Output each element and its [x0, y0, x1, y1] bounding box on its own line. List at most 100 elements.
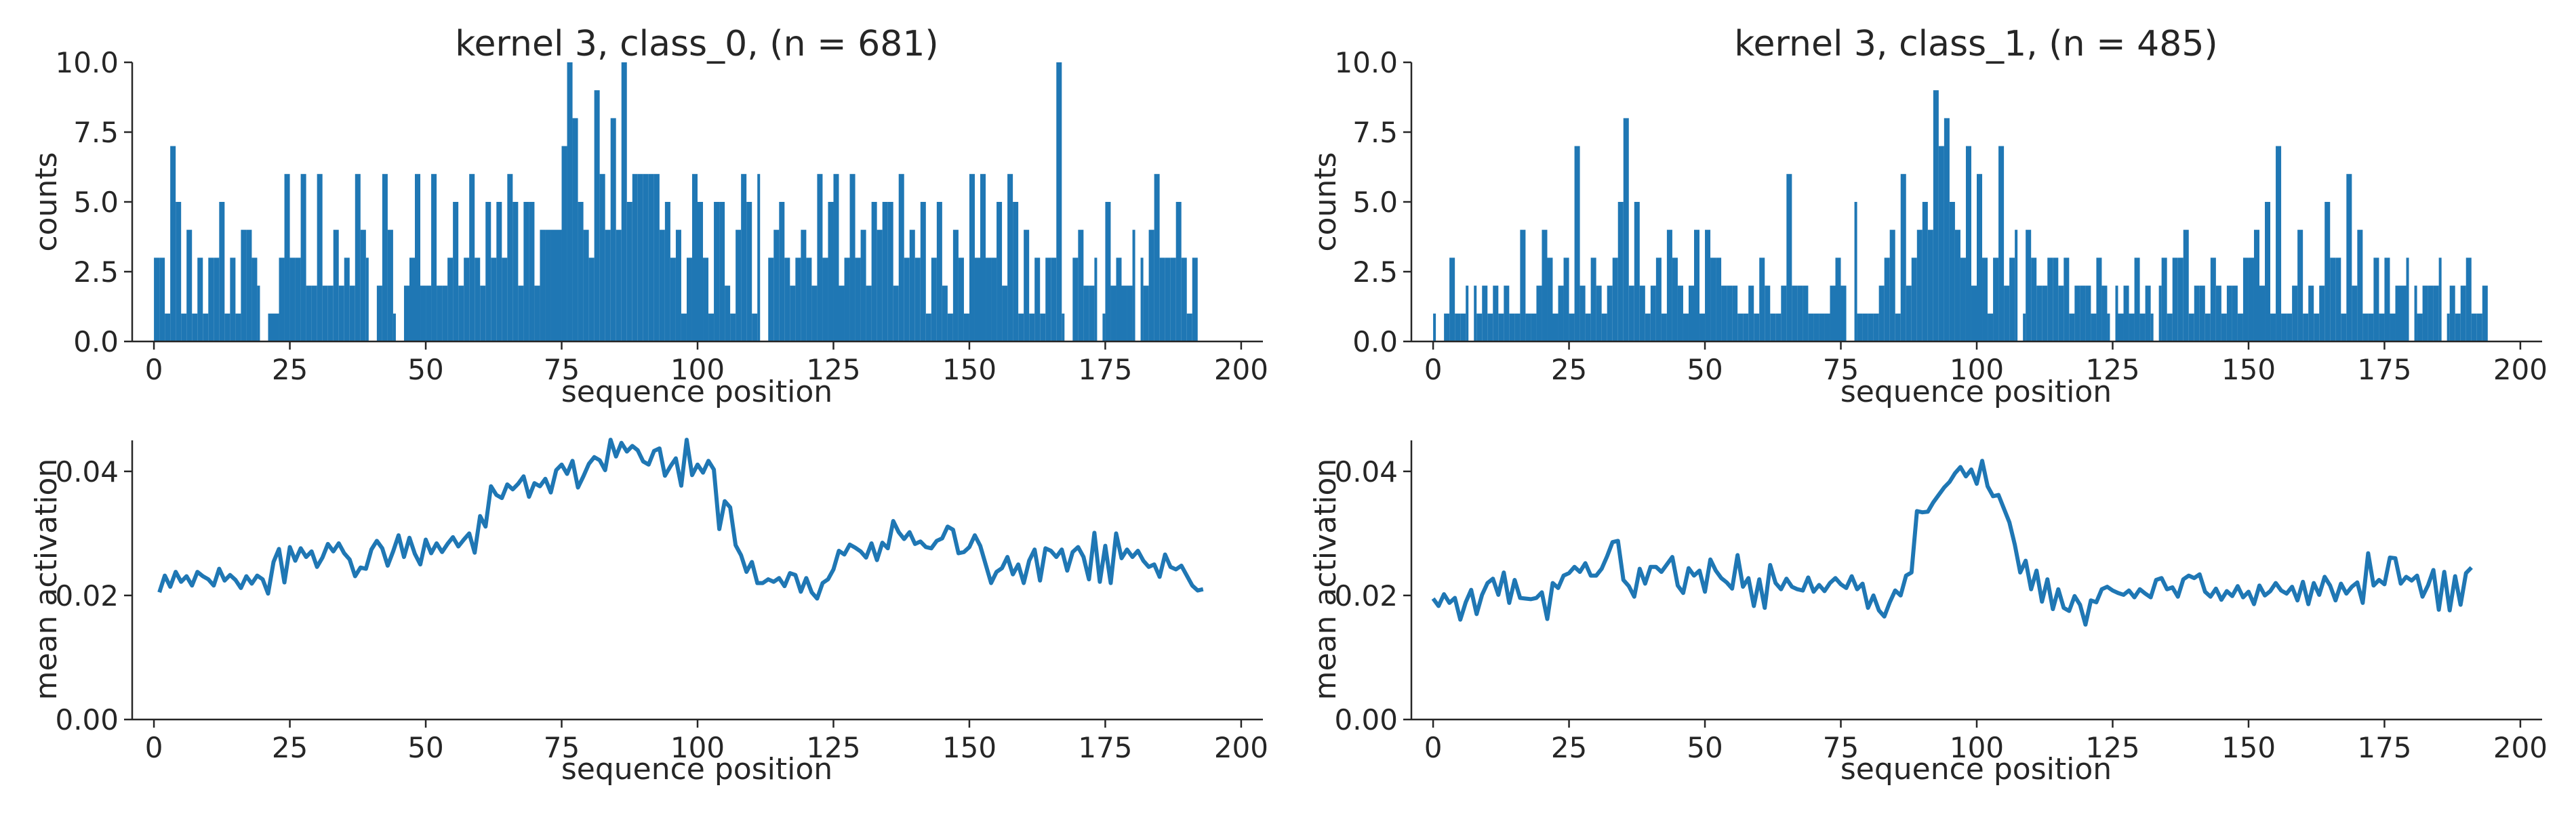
- bar: [730, 313, 736, 341]
- bar: [1094, 257, 1098, 341]
- bar: [1018, 313, 1024, 341]
- bar: [447, 257, 454, 341]
- y-tick-label: 0.04: [55, 455, 119, 488]
- bar: [2357, 230, 2363, 341]
- bar: [1525, 313, 1531, 341]
- bar: [1854, 202, 1857, 341]
- bar: [991, 257, 997, 341]
- bar: [839, 285, 845, 341]
- bar: [1737, 313, 1744, 341]
- bar: [1547, 257, 1553, 341]
- bar: [1013, 202, 1019, 341]
- bar: [1683, 313, 1689, 341]
- bar: [507, 173, 513, 341]
- bar: [1949, 202, 1955, 341]
- bar: [322, 285, 328, 341]
- bar: [1116, 257, 1122, 341]
- bar: [186, 230, 193, 341]
- bar: [1520, 230, 1526, 341]
- y-tick-label: 0.02: [1334, 579, 1398, 612]
- bar: [1175, 202, 1182, 341]
- bar: [779, 202, 785, 341]
- bar: [1062, 313, 1065, 341]
- bar: [1531, 313, 1537, 341]
- bar: [719, 202, 725, 341]
- bar: [540, 230, 546, 341]
- bar: [2314, 313, 2320, 341]
- bar: [295, 257, 301, 341]
- bar: [2042, 285, 2048, 341]
- bar: [1998, 146, 2005, 341]
- histogram-class-0: kernel 3, class_0, (n = 681) sequence po…: [29, 24, 1268, 409]
- bar: [2129, 313, 2135, 341]
- bar: [828, 202, 834, 341]
- bar: [485, 202, 491, 341]
- bar: [637, 173, 643, 341]
- bar: [2368, 313, 2374, 341]
- bar: [877, 230, 883, 341]
- bar: [632, 173, 638, 341]
- bar: [583, 230, 589, 341]
- bar: [2064, 257, 2070, 341]
- bar: [1493, 285, 1499, 341]
- bar: [811, 285, 818, 341]
- bar: [1007, 173, 1013, 341]
- bar: [2134, 257, 2140, 341]
- bar: [2210, 257, 2216, 341]
- bar: [518, 285, 524, 341]
- bar: [708, 313, 715, 341]
- bar: [1971, 285, 1977, 341]
- bar: [2449, 285, 2455, 341]
- y-tick-label: 7.5: [73, 116, 119, 149]
- x-tick-label: 125: [2085, 353, 2139, 386]
- bar: [409, 257, 415, 341]
- x-tick-label: 125: [2085, 731, 2139, 764]
- bar: [1579, 285, 1586, 341]
- x-tick-label: 0: [1424, 731, 1443, 764]
- bar: [1645, 313, 1651, 341]
- bar: [2215, 285, 2221, 341]
- bar: [159, 257, 165, 341]
- y-tick-label: 2.5: [1352, 255, 1398, 289]
- bar: [2400, 285, 2407, 341]
- bar: [192, 313, 198, 341]
- bar: [1083, 285, 1089, 341]
- bar: [958, 257, 964, 341]
- bar: [1612, 257, 1618, 341]
- bar: [2004, 285, 2010, 341]
- series-line: [157, 438, 1204, 601]
- x-axis-label: sequence position: [561, 752, 832, 787]
- bar: [626, 202, 632, 341]
- bar: [653, 173, 660, 341]
- bar: [1051, 257, 1057, 341]
- bar: [2221, 313, 2227, 341]
- bar: [1542, 230, 1548, 341]
- bar: [2167, 313, 2173, 341]
- x-tick-label: 0: [1424, 353, 1443, 386]
- bar: [1590, 257, 1596, 341]
- x-tick-label: 25: [1551, 353, 1587, 386]
- bar: [2101, 285, 2108, 341]
- bar: [588, 257, 595, 341]
- bar: [920, 202, 926, 341]
- activation-line-class-1: sequence position mean activation 0 25 50 7…: [1308, 440, 2548, 787]
- y-tick-label: 5.0: [73, 186, 119, 219]
- x-tick-label: 175: [1078, 353, 1132, 386]
- bar: [925, 313, 931, 341]
- bar: [1474, 285, 1477, 341]
- bar: [2115, 285, 2118, 341]
- bar: [1601, 313, 1607, 341]
- chart-title: kernel 3, class_1, (n = 485): [1734, 24, 2217, 64]
- bar: [931, 257, 937, 341]
- bar: [2259, 285, 2266, 341]
- bar: [2205, 313, 2211, 341]
- bar: [1727, 285, 1733, 341]
- bar: [752, 313, 758, 341]
- bar: [1824, 313, 1830, 341]
- bar: [2373, 257, 2379, 341]
- bar: [2047, 257, 2053, 341]
- bar: [2009, 257, 2015, 341]
- bar: [387, 230, 393, 341]
- bar: [1607, 285, 1613, 341]
- x-tick-label: 100: [670, 731, 725, 764]
